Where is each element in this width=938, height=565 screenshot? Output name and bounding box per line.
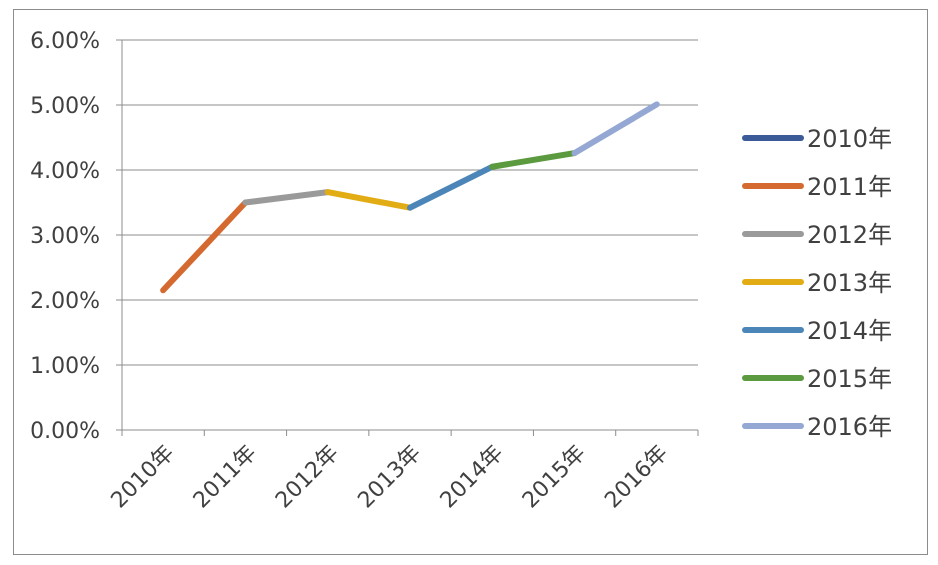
line-segment xyxy=(160,199,249,294)
line-segment xyxy=(489,150,578,170)
y-tick-label: 4.00% xyxy=(30,159,100,184)
y-tick-label: 2.00% xyxy=(30,289,100,314)
y-tick-label: 3.00% xyxy=(30,224,100,249)
legend-label: 2011年 xyxy=(807,173,892,201)
line-segment xyxy=(324,189,413,211)
x-tick-label: 2016年 xyxy=(600,441,673,514)
legend-label: 2010年 xyxy=(807,125,892,153)
y-tick-label: 0.00% xyxy=(30,419,100,444)
legend-label: 2015年 xyxy=(807,365,892,393)
x-tick-label: 2013年 xyxy=(353,441,426,514)
legend-label: 2012年 xyxy=(807,221,892,249)
x-tick-label: 2011年 xyxy=(189,441,262,514)
y-tick-label: 6.00% xyxy=(30,29,100,54)
line-segment xyxy=(407,163,496,211)
axes: 0.00% 1.00% 2.00% 3.00% 4.00% 5.00% 6.00% 2010年… xyxy=(30,29,699,514)
series-line xyxy=(160,101,660,294)
legend-label: 2014年 xyxy=(807,317,892,345)
x-tick-label: 2010年 xyxy=(107,441,180,514)
line-segment xyxy=(242,189,331,206)
legend: 2010年 2011年 2012年 2013年 2014年 2015年 2016年 xyxy=(742,125,892,441)
x-tick-label: 2012年 xyxy=(271,441,344,514)
y-tick-label: 5.00% xyxy=(30,94,100,119)
line-segment xyxy=(571,101,660,157)
x-tick-label: 2015年 xyxy=(518,441,591,514)
x-tick-label: 2014年 xyxy=(436,441,509,514)
legend-label: 2016年 xyxy=(807,413,892,441)
gridlines xyxy=(116,39,698,431)
y-tick-label: 1.00% xyxy=(30,354,100,379)
legend-label: 2013年 xyxy=(807,269,892,297)
